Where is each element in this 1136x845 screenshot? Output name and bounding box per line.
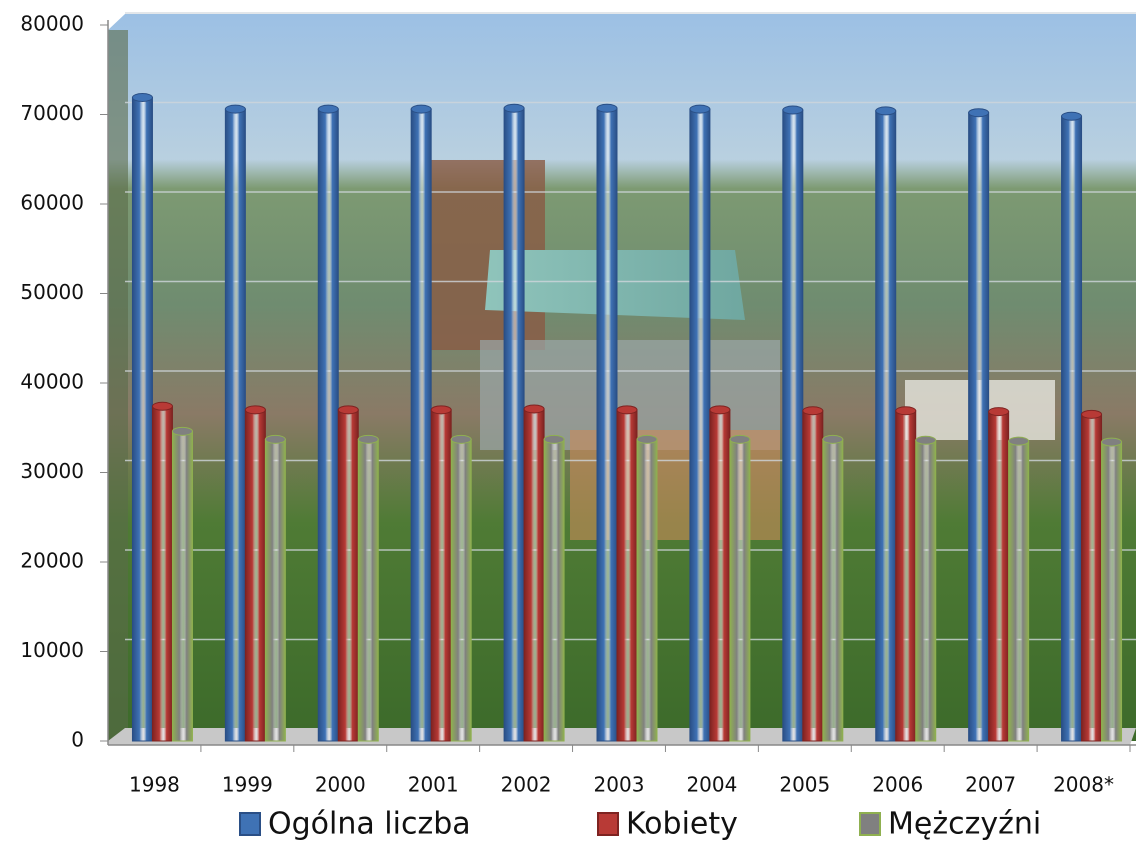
bar <box>895 410 917 742</box>
bar-cap <box>450 434 472 444</box>
y-tick-label: 80000 <box>20 12 84 36</box>
bar <box>729 438 751 742</box>
bar-cap <box>729 434 751 444</box>
bar-cap <box>224 104 246 114</box>
bar-cap <box>802 406 824 416</box>
y-tick-label: 60000 <box>20 191 84 215</box>
y-tick-label: 40000 <box>20 370 84 394</box>
x-tick-label: 2001 <box>408 773 459 797</box>
bar-cap <box>131 92 153 102</box>
bar-cap <box>689 104 711 114</box>
bar-cap <box>1081 409 1103 419</box>
bar <box>543 438 565 742</box>
legend-label: Ogólna liczba <box>268 807 471 842</box>
bar <box>410 108 432 742</box>
bar <box>317 108 339 742</box>
bar <box>822 438 844 742</box>
bar <box>224 108 246 742</box>
bar <box>689 108 711 742</box>
bar <box>337 409 359 742</box>
bar <box>244 409 266 742</box>
bar <box>915 439 937 742</box>
x-tick-label: 2002 <box>501 773 552 797</box>
bar <box>430 409 452 742</box>
legend-swatch <box>239 812 261 836</box>
bar-cap <box>337 405 359 415</box>
bar-cap <box>988 407 1010 417</box>
bar <box>709 409 731 742</box>
y-tick-label: 0 <box>71 728 84 752</box>
bar-cap <box>616 405 638 415</box>
bar-cap <box>709 405 731 415</box>
bar-cap <box>244 405 266 415</box>
bar-cap <box>503 103 525 113</box>
y-tick-label: 50000 <box>20 280 84 304</box>
bar-cap <box>523 404 545 414</box>
bar-cap <box>171 426 193 436</box>
legend-label: Kobiety <box>626 807 738 842</box>
x-tick-label: 1999 <box>222 773 273 797</box>
bar-cap <box>1101 437 1123 447</box>
bar-cap <box>1061 111 1083 121</box>
bar <box>151 405 173 742</box>
x-tick-label: 2007 <box>965 773 1016 797</box>
bar-cap <box>543 434 565 444</box>
bar <box>264 438 286 742</box>
bar-cap <box>822 434 844 444</box>
bar-cap <box>1008 436 1030 446</box>
x-tick-label: 1998 <box>129 773 180 797</box>
bar <box>1101 441 1123 742</box>
bar <box>171 430 193 742</box>
x-tick-label: 2006 <box>872 773 923 797</box>
y-tick-label: 70000 <box>20 101 84 125</box>
bar <box>131 96 153 742</box>
bar-cap <box>264 434 286 444</box>
bar-cap <box>875 106 897 116</box>
bar <box>636 438 658 742</box>
x-tick-label: 2000 <box>315 773 366 797</box>
bar <box>875 110 897 742</box>
bar <box>1081 413 1103 742</box>
legend-swatch <box>597 812 619 836</box>
x-tick-label: 2003 <box>594 773 645 797</box>
bar <box>616 409 638 742</box>
bar-cap <box>317 104 339 114</box>
x-tick-label: 2008* <box>1053 773 1114 797</box>
y-tick-label: 20000 <box>20 549 84 573</box>
bar-cap <box>151 401 173 411</box>
bar-cap <box>430 405 452 415</box>
bar-cap <box>782 105 804 115</box>
bar <box>596 107 618 742</box>
y-tick-label: 10000 <box>20 638 84 662</box>
bar <box>1061 115 1083 742</box>
bar-cap <box>410 104 432 114</box>
bar-cap <box>968 108 990 118</box>
legend: Ogólna liczba Kobiety Mężczyźni <box>239 807 1041 842</box>
bar-cap <box>636 434 658 444</box>
bar <box>1008 440 1030 742</box>
bar <box>450 438 472 742</box>
x-tick-label: 2004 <box>686 773 737 797</box>
bar <box>503 107 525 742</box>
bar <box>782 109 804 742</box>
bar <box>357 438 379 742</box>
bar <box>968 112 990 742</box>
bar <box>802 410 824 742</box>
x-tick-label: 2005 <box>779 773 830 797</box>
y-tick-label: 30000 <box>20 459 84 483</box>
legend-label: Mężczyźni <box>888 807 1041 842</box>
bar-cap <box>895 406 917 416</box>
bar-cap <box>915 435 937 445</box>
bar-cap <box>357 434 379 444</box>
bar-cap <box>596 103 618 113</box>
bar <box>988 411 1010 742</box>
bar <box>523 408 545 742</box>
legend-swatch <box>859 812 881 836</box>
